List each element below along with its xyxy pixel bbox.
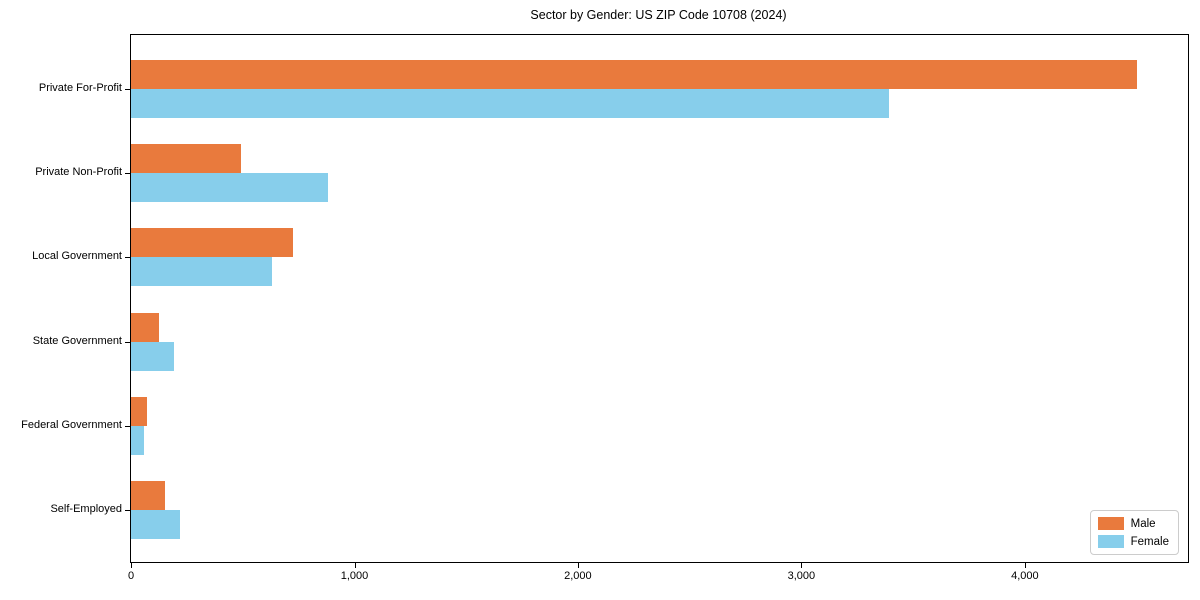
x-tick-mark xyxy=(131,563,132,568)
bar-female-4 xyxy=(131,341,174,371)
legend-label-male: Male xyxy=(1130,517,1156,530)
y-tick-mark xyxy=(125,257,130,259)
plot-area: 0 1,000 2,000 3,000 4,000 Male Female xyxy=(125,34,1189,582)
y-category-label: Federal Government xyxy=(21,418,122,431)
y-category-label: Private Non-Profit xyxy=(35,166,122,179)
bar-female-1 xyxy=(131,89,889,118)
bar-male-5 xyxy=(131,396,147,426)
x-tick-label: 0 xyxy=(127,570,135,582)
bar-male-4 xyxy=(131,312,159,342)
x-tick-label: 3,000 xyxy=(787,570,816,582)
bar-male-2 xyxy=(131,144,241,174)
legend-swatch-female xyxy=(1097,535,1124,548)
legend-swatch-male xyxy=(1097,517,1124,530)
chart-title: Sector by Gender: US ZIP Code 10708 (202… xyxy=(530,8,787,22)
bar-male-3 xyxy=(131,228,293,258)
x-tick-mark xyxy=(1024,563,1026,568)
y-category-label: Private For-Profit xyxy=(38,82,122,94)
legend: Male Female xyxy=(1089,510,1179,555)
x-tick-mark xyxy=(801,563,803,568)
y-category-label: Self-Employed xyxy=(50,503,122,515)
x-tick-mark xyxy=(354,563,356,568)
y-tick-mark xyxy=(125,89,130,90)
bar-male-6 xyxy=(131,481,165,510)
x-tick-label: 4,000 xyxy=(1011,570,1039,582)
y-tick-mark xyxy=(125,425,130,427)
bar-female-6 xyxy=(131,510,181,539)
y-category-label: State Government xyxy=(32,334,122,347)
bar-female-3 xyxy=(131,257,272,287)
x-tick-label: 2,000 xyxy=(564,570,592,582)
y-tick-mark xyxy=(125,341,130,343)
legend-item-male: Male xyxy=(1097,517,1169,530)
x-tick-mark xyxy=(577,563,579,568)
bar-male-1 xyxy=(131,60,1137,89)
bar-female-5 xyxy=(131,425,145,455)
legend-item-female: Female xyxy=(1097,535,1169,548)
x-tick-label: 1,000 xyxy=(340,570,369,582)
legend-label-female: Female xyxy=(1130,535,1169,548)
y-tick-mark xyxy=(125,510,130,511)
bar-female-2 xyxy=(131,173,328,203)
y-tick-mark xyxy=(125,173,130,175)
y-category-label: Local Government xyxy=(32,250,122,263)
